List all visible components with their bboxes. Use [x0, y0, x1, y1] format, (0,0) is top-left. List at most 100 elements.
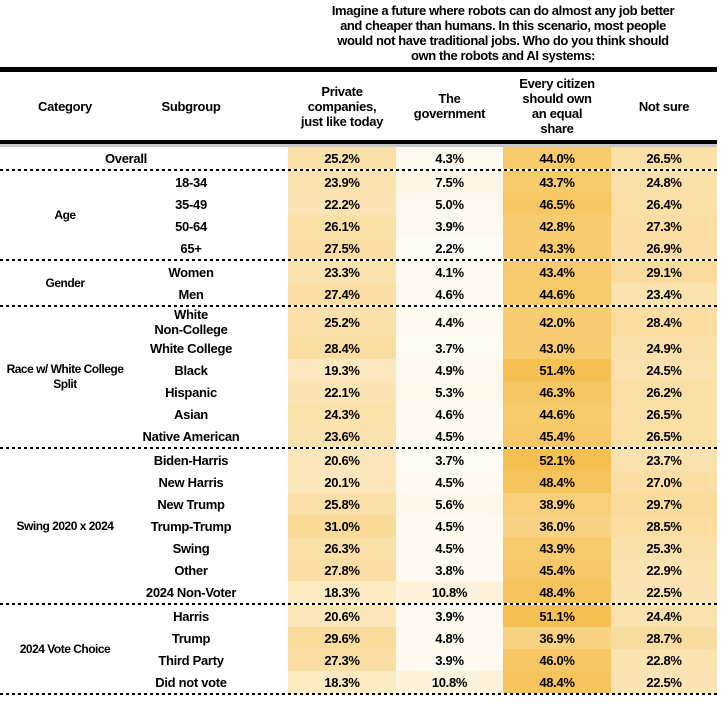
value-cell: 25.3% — [611, 537, 717, 559]
value-cell: 25.8% — [288, 493, 396, 515]
value-cell: 3.9% — [396, 649, 503, 671]
subgroup-cell: White Non-College — [130, 307, 252, 337]
value-cell: 24.3% — [288, 403, 396, 425]
value-cell: 3.8% — [396, 559, 503, 581]
table-row: Hispanic 22.1% 5.3% 46.3% 26.2% — [0, 381, 717, 403]
table-row: Asian 24.3% 4.6% 44.6% 26.5% — [0, 403, 717, 425]
subgroup-cell: Women — [130, 261, 252, 283]
value-cell: 28.4% — [288, 337, 396, 359]
column-header-private-companies: Private companies, just like today — [288, 72, 396, 144]
column-header-every-citizen: Every citizen should own an equal share — [503, 72, 611, 144]
value-cell: 26.9% — [611, 237, 717, 259]
subgroup-cell: Black — [130, 359, 252, 381]
table-row: Swing 2020 x 2024 Biden-Harris 20.6% 3.7% 52… — [0, 449, 717, 603]
value-cell: 25.2% — [288, 147, 396, 169]
spacer-cell — [252, 359, 288, 381]
category-cell: Swing 2020 x 2024 — [0, 449, 130, 603]
table-row: Swing 26.3% 4.5% 43.9% 25.3% — [0, 537, 717, 559]
header-spacer — [252, 72, 288, 144]
value-cell: 4.8% — [396, 627, 503, 649]
value-cell: 38.9% — [503, 493, 611, 515]
table-row: Men 27.4% 4.6% 44.6% 23.4% — [0, 283, 717, 305]
table-row: Other 27.8% 3.8% 45.4% 22.9% — [0, 559, 717, 581]
value-cell: 2.2% — [396, 237, 503, 259]
table-row: Did not vote 18.3% 10.8% 48.4% 22.5% — [0, 671, 717, 693]
value-cell: 31.0% — [288, 515, 396, 537]
value-cell: 4.5% — [396, 471, 503, 493]
table-row: 2024 Non-Voter 18.3% 10.8% 48.4% 22.5% — [0, 581, 717, 603]
spacer-cell — [252, 581, 288, 603]
value-cell: 46.0% — [503, 649, 611, 671]
value-cell: 3.9% — [396, 605, 503, 627]
value-cell: 4.5% — [396, 515, 503, 537]
subgroup-cell: New Harris — [130, 471, 252, 493]
value-cell: 23.6% — [288, 425, 396, 447]
value-cell: 22.1% — [288, 381, 396, 403]
category-cell: 2024 Vote Choice — [0, 605, 130, 693]
subgroup-cell: Biden-Harris — [130, 449, 252, 471]
value-cell: 19.3% — [288, 359, 396, 381]
category-cell: Gender — [0, 261, 130, 305]
subgroup-cell: 2024 Non-Voter — [130, 581, 252, 603]
value-cell: 45.4% — [503, 425, 611, 447]
spacer-cell — [252, 147, 288, 169]
value-cell: 26.3% — [288, 537, 396, 559]
spacer-cell — [252, 537, 288, 559]
spacer-cell — [252, 449, 288, 471]
table-row: 35-49 22.2% 5.0% 46.5% 26.4% — [0, 193, 717, 215]
spacer-cell — [252, 171, 288, 193]
value-cell: 27.3% — [288, 649, 396, 671]
value-cell: 4.4% — [396, 307, 503, 337]
column-header-not-sure: Not sure — [611, 72, 717, 144]
value-cell: 4.5% — [396, 537, 503, 559]
category-cell: Race w/ White College Split — [0, 307, 130, 447]
subgroup-cell: Native American — [130, 425, 252, 447]
value-cell: 26.5% — [611, 403, 717, 425]
value-cell: 28.7% — [611, 627, 717, 649]
value-cell: 44.0% — [503, 147, 611, 169]
table-row: Black 19.3% 4.9% 51.4% 24.5% — [0, 359, 717, 381]
value-cell: 24.8% — [611, 171, 717, 193]
value-cell: 45.4% — [503, 559, 611, 581]
value-cell: 28.5% — [611, 515, 717, 537]
value-cell: 43.7% — [503, 171, 611, 193]
table-row: Trump-Trump 31.0% 4.5% 36.0% 28.5% — [0, 515, 717, 537]
subgroup-cell: Third Party — [130, 649, 252, 671]
subgroup-cell: Hispanic — [130, 381, 252, 403]
category-cell: Age — [0, 171, 130, 259]
group-separator — [0, 259, 717, 261]
spacer-cell — [252, 403, 288, 425]
value-cell: 46.3% — [503, 381, 611, 403]
table-row: 2024 Vote Choice Harris 20.6% 3.9% 51.1% 24.4… — [0, 605, 717, 693]
value-cell: 4.1% — [396, 261, 503, 283]
spacer-cell — [252, 515, 288, 537]
table-row: Third Party 27.3% 3.9% 46.0% 22.8% — [0, 649, 717, 671]
subgroup-cell: New Trump — [130, 493, 252, 515]
value-cell: 48.4% — [503, 471, 611, 493]
spacer-cell — [252, 215, 288, 237]
subgroup-cell: Other — [130, 559, 252, 581]
value-cell: 4.5% — [396, 425, 503, 447]
value-cell: 23.3% — [288, 261, 396, 283]
table-row: 65+ 27.5% 2.2% 43.3% 26.9% — [0, 237, 717, 259]
value-cell: 24.9% — [611, 337, 717, 359]
group-separator — [0, 603, 717, 605]
value-cell: 27.4% — [288, 283, 396, 305]
value-cell: 27.8% — [288, 559, 396, 581]
value-cell: 22.5% — [611, 671, 717, 693]
subgroup-cell: 65+ — [130, 237, 252, 259]
value-cell: 26.1% — [288, 215, 396, 237]
table-row: Overall 25.2% 4.3% 44.0% 26.5% — [0, 147, 717, 169]
value-cell: 48.4% — [503, 581, 611, 603]
subgroup-cell: Asian — [130, 403, 252, 425]
value-cell: 42.8% — [503, 215, 611, 237]
value-cell: 10.8% — [396, 671, 503, 693]
table-row: New Trump 25.8% 5.6% 38.9% 29.7% — [0, 493, 717, 515]
group-separator — [0, 305, 717, 307]
value-cell: 36.9% — [503, 627, 611, 649]
value-cell: 44.6% — [503, 283, 611, 305]
spacer-cell — [252, 237, 288, 259]
subgroup-cell: Did not vote — [130, 671, 252, 693]
table-row: Native American 23.6% 4.5% 45.4% 26.5% — [0, 425, 717, 447]
top-rule — [0, 67, 717, 72]
